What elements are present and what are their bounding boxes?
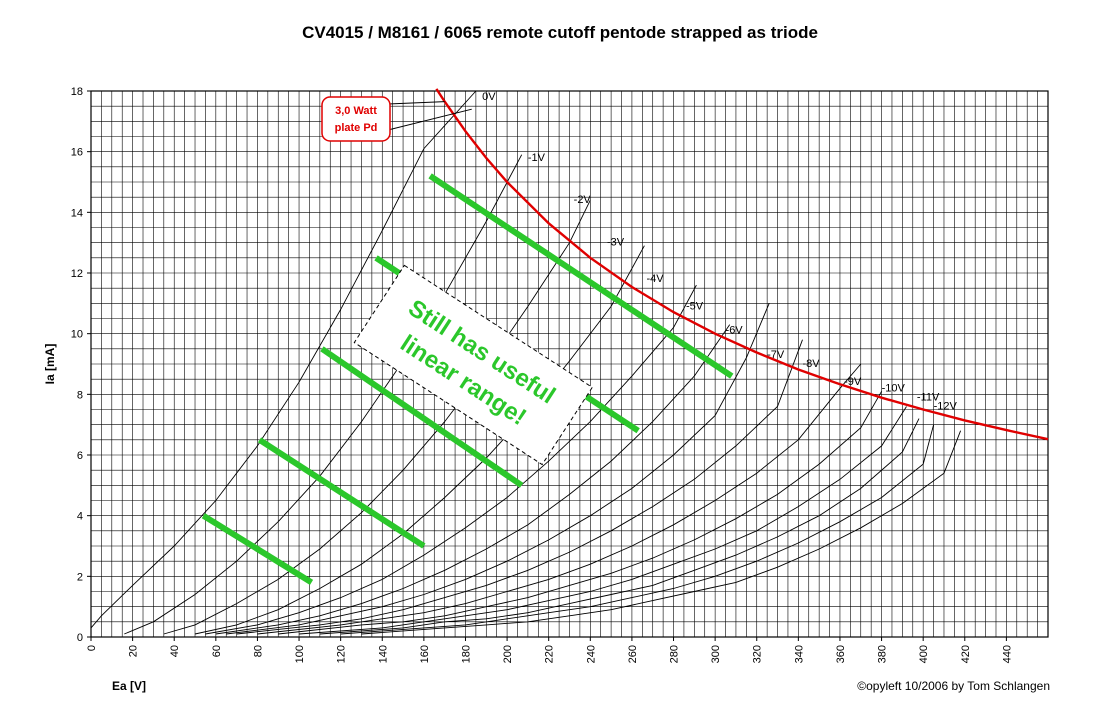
callout-line-1: 3,0 Watt — [335, 105, 377, 117]
y-tick-label: 16 — [71, 147, 83, 159]
curve-label: -2V — [574, 194, 592, 206]
x-tick-label: 320 — [752, 645, 764, 663]
x-tick-label: 40 — [169, 645, 181, 657]
curve-label: 0V — [482, 91, 496, 103]
load-line — [257, 437, 426, 549]
dissipation-callout: 3,0 Watt plate Pd — [321, 96, 472, 142]
x-tick-label: 360 — [835, 645, 847, 663]
curve-label: -3V — [607, 237, 625, 249]
curve-label: -8V — [803, 358, 821, 370]
load-lines — [201, 173, 734, 585]
x-tick-label: 100 — [294, 645, 306, 663]
note-box — [353, 264, 593, 466]
y-tick-label: 8 — [77, 389, 83, 401]
x-tick-label: 0 — [86, 645, 98, 651]
plate-curve--2V — [163, 200, 591, 635]
curve-label: -11V — [917, 391, 940, 403]
x-tick-label: 260 — [627, 645, 639, 663]
plate-curve--5V — [215, 324, 731, 635]
curve-label: -5V — [686, 300, 704, 312]
plot-grid — [91, 91, 1048, 637]
x-axis-label: Ea [V] — [112, 679, 146, 693]
x-tick-label: 80 — [252, 645, 264, 657]
plate-curve--4V — [205, 284, 697, 635]
y-tick-label: 0 — [77, 632, 83, 644]
load-line — [201, 513, 314, 585]
x-tick-label: 300 — [710, 645, 722, 663]
callout-line-2: plate Pd — [335, 122, 378, 134]
plate-curve--12V — [340, 424, 935, 635]
x-tick-label: 420 — [960, 645, 972, 663]
callout-leader-line — [387, 101, 445, 105]
plate-curve--7V — [236, 339, 803, 635]
plate-curve-0V — [90, 90, 477, 629]
y-tick-label: 2 — [77, 571, 83, 583]
chart-title: CV4015 / M8161 / 6065 remote cutoff pent… — [302, 23, 818, 42]
plate-curve--6V — [226, 303, 770, 635]
x-tick-label: 60 — [211, 645, 223, 657]
y-axis-label: Ia [mA] — [43, 344, 57, 385]
y-tick-label: 12 — [71, 268, 83, 280]
plot-axes — [90, 90, 1049, 638]
load-line — [320, 346, 524, 488]
x-tick-label: 280 — [669, 645, 681, 663]
y-tick-label: 6 — [77, 450, 83, 462]
y-tick-label: 4 — [77, 511, 83, 523]
curve-label: -1V — [528, 152, 546, 164]
plate-curve--3V — [194, 245, 645, 635]
plate-curve--11V — [319, 418, 920, 635]
x-tick-label: 140 — [377, 645, 389, 663]
x-tick-label: 20 — [128, 645, 140, 657]
grid-voltage-labels: 0V-1V-2V-3V-4V-5V-6V-7V-8V-9V-10V-11V-12… — [482, 91, 957, 412]
x-tick-label: 440 — [1001, 645, 1013, 663]
curve-label: -6V — [726, 325, 744, 337]
x-tick-label: 340 — [793, 645, 805, 663]
x-tick-label: 380 — [877, 645, 889, 663]
max-dissipation-curve — [435, 88, 1049, 441]
max-dissipation-curve-group — [435, 88, 1049, 441]
x-tick-label: 120 — [336, 645, 348, 663]
plate-curves — [90, 90, 962, 635]
linear-range-note: Still has useful linear range! — [353, 264, 593, 466]
x-tick-label: 240 — [585, 645, 597, 663]
curve-label: -12V — [934, 401, 958, 413]
plot-frame — [90, 90, 1049, 638]
y-tick-label: 18 — [71, 86, 83, 98]
copyleft-credit: ©opyleft 10/2006 by Tom Schlangen — [857, 679, 1050, 693]
plate-curve--9V — [278, 391, 882, 635]
x-tick-label: 400 — [918, 645, 930, 663]
plate-curve--10V — [298, 406, 907, 635]
x-tick-label: 180 — [460, 645, 472, 663]
curve-label: -4V — [646, 273, 664, 285]
x-tick-label: 160 — [419, 645, 431, 663]
load-line — [428, 173, 734, 379]
curve-label: -10V — [882, 382, 906, 394]
callout-box — [321, 96, 391, 142]
callout-leader-line — [387, 108, 472, 131]
plate-curve--13V — [361, 430, 962, 635]
curve-label: -9V — [844, 376, 862, 388]
y-tick-label: 10 — [71, 329, 83, 341]
x-tick-label: 220 — [544, 645, 556, 663]
y-tick-label: 14 — [71, 207, 83, 219]
plate-curve--8V — [257, 363, 862, 635]
x-tick-labels: 0 20 40 60 80 100 120 140 160 180 200 220 240 260 280 3… — [86, 637, 1013, 663]
y-tick-labels: 0 2 4 6 8 10 12 14 16 18 — [71, 86, 91, 644]
x-tick-label: 200 — [502, 645, 514, 663]
